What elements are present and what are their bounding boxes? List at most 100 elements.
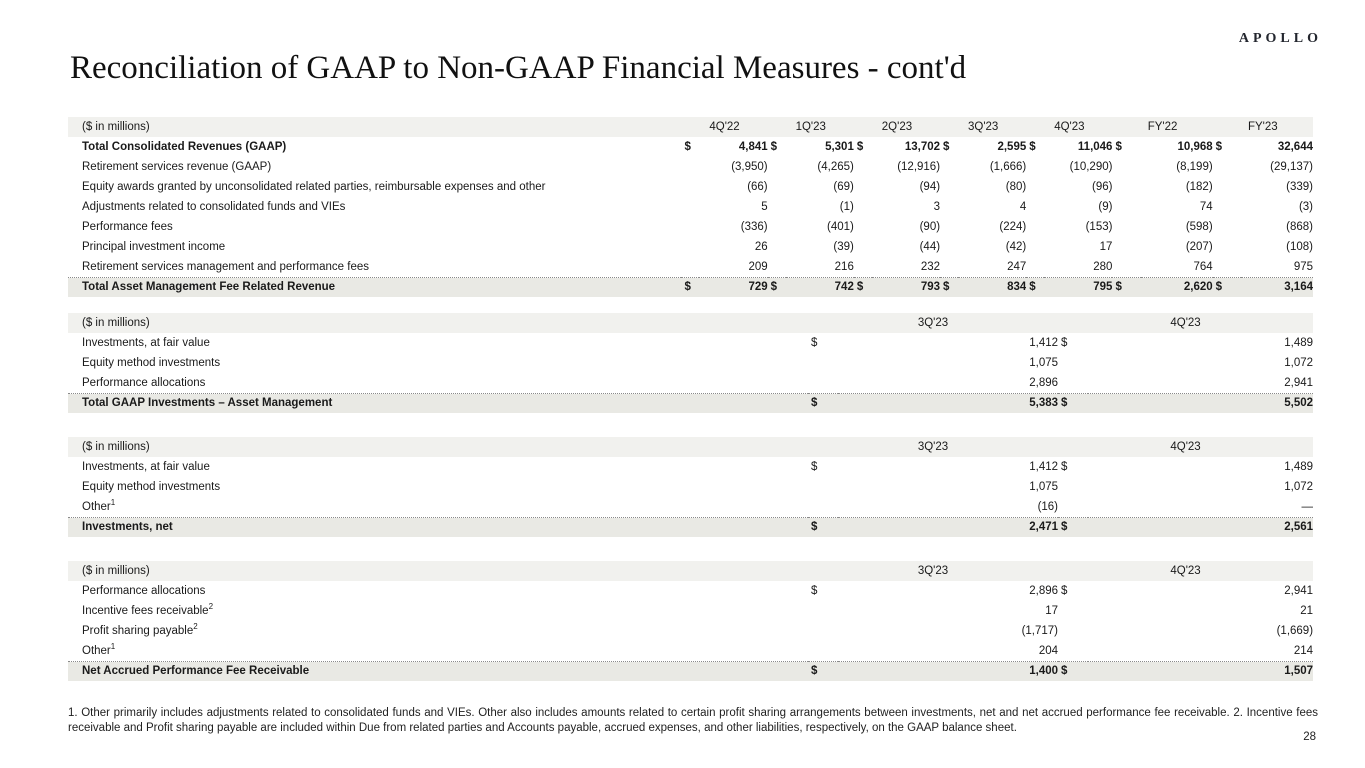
apollo-logo: APOLLO bbox=[1238, 31, 1322, 46]
value-cell: 1,489 bbox=[1284, 461, 1314, 473]
dollar-sign-cell bbox=[681, 177, 699, 197]
dollar-sign-cell bbox=[854, 217, 872, 237]
value-cell: 5,301 bbox=[825, 141, 854, 153]
table-row: Performance fees (336) (401) (90) (224) (153)… bbox=[68, 217, 1313, 237]
value-cell: 1,507 bbox=[1088, 660, 1314, 681]
row-label: Net Accrued Performance Fee Receivable bbox=[68, 660, 808, 681]
table-header-row: ($ in millions) 3Q'23 4Q'23 bbox=[68, 437, 1314, 457]
row-label: Equity awards granted by unconsolidated … bbox=[82, 181, 546, 193]
value-cell: 32,644 bbox=[1277, 141, 1313, 153]
value-cell: 2,561 bbox=[1088, 516, 1314, 537]
value-cell: 742 bbox=[785, 276, 854, 297]
value-cell: 1,075 bbox=[1029, 357, 1059, 369]
value-cell: (1) bbox=[839, 201, 854, 213]
dollar-sign-cell: $ bbox=[943, 141, 950, 153]
dollar-sign-cell: $ bbox=[811, 461, 818, 473]
dollar-sign-cell bbox=[940, 177, 958, 197]
value-cell: 1,072 bbox=[1284, 481, 1314, 493]
row-label: Performance allocations bbox=[82, 585, 206, 597]
table-row: Profit sharing payable2 (1,717) (1,669) bbox=[68, 621, 1313, 641]
page-number: 28 bbox=[1303, 731, 1316, 743]
dollar-sign-cell bbox=[808, 601, 838, 621]
value-cell: (44) bbox=[919, 241, 941, 253]
dollar-sign-cell: $ bbox=[811, 337, 818, 349]
value-cell: 2,595 bbox=[997, 141, 1027, 153]
dollar-sign-cell bbox=[1112, 257, 1140, 277]
dollar-sign-cell bbox=[768, 257, 786, 277]
value-cell: (3,950) bbox=[731, 161, 768, 173]
total-row: Investments, net $2,471 $2,561 bbox=[68, 516, 1314, 537]
period-column-header: 3Q'23 bbox=[808, 437, 1059, 457]
row-label: Equity method investments bbox=[82, 481, 221, 493]
value-cell: (207) bbox=[1185, 241, 1213, 253]
value-cell: (336) bbox=[740, 221, 768, 233]
row-label: Other1 bbox=[82, 497, 116, 513]
value-cell: 26 bbox=[754, 241, 768, 253]
dollar-sign-cell bbox=[768, 217, 786, 237]
dollar-sign-cell bbox=[940, 217, 958, 237]
period-column-header: 2Q'23 bbox=[853, 117, 941, 137]
dollar-sign-cell bbox=[768, 197, 786, 217]
table-header-row: ($ in millions) 3Q'23 4Q'23 bbox=[68, 561, 1314, 581]
value-cell: (29,137) bbox=[1270, 161, 1313, 173]
row-label: Principal investment income bbox=[82, 241, 226, 253]
value-cell: 729 bbox=[699, 276, 768, 297]
dollar-sign-cell: $ bbox=[808, 392, 838, 413]
value-cell: 214 bbox=[1293, 644, 1314, 657]
unit-label: ($ in millions) bbox=[68, 313, 808, 333]
dollar-sign-cell bbox=[808, 641, 838, 661]
dollar-sign-cell: $ bbox=[770, 141, 778, 153]
dollar-sign-cell: $ bbox=[1058, 660, 1089, 681]
value-cell: 17 bbox=[1045, 605, 1059, 617]
value-cell: (4,265) bbox=[817, 161, 854, 173]
dollar-sign-cell bbox=[1213, 237, 1241, 257]
dollar-sign-cell bbox=[1058, 621, 1088, 641]
period-column-header: 4Q'23 bbox=[1058, 437, 1314, 457]
row-label: Adjustments related to consolidated fund… bbox=[82, 201, 346, 213]
value-cell: (182) bbox=[1185, 181, 1213, 193]
table-row: Equity awards granted by unconsolidated … bbox=[68, 177, 1313, 197]
value-cell: 209 bbox=[748, 260, 768, 273]
value-cell: 2,896 bbox=[1029, 585, 1059, 597]
dollar-sign-cell: $ bbox=[853, 276, 872, 297]
unit-label: ($ in millions) bbox=[68, 561, 808, 581]
value-cell: 1,412 bbox=[1029, 461, 1059, 473]
row-label: Incentive fees receivable2 bbox=[82, 602, 214, 617]
value-cell: (69) bbox=[833, 181, 854, 193]
dollar-sign-cell: $ bbox=[808, 516, 838, 537]
row-label: Retirement services revenue (GAAP) bbox=[82, 161, 272, 173]
dollar-sign-cell bbox=[1026, 157, 1044, 177]
dollar-sign-cell bbox=[768, 157, 786, 177]
value-cell: (39) bbox=[833, 241, 854, 253]
value-cell: (9) bbox=[1098, 201, 1113, 213]
table-row: Incentive fees receivable2 17 21 bbox=[68, 601, 1313, 621]
page-title: Reconciliation of GAAP to Non-GAAP Finan… bbox=[70, 50, 967, 86]
dollar-sign-cell bbox=[854, 237, 872, 257]
dollar-sign-cell bbox=[940, 197, 958, 217]
value-cell: (42) bbox=[1005, 241, 1027, 253]
dollar-sign-cell bbox=[1112, 217, 1140, 237]
value-cell: 1,489 bbox=[1284, 337, 1314, 349]
value-cell: (8,199) bbox=[1176, 161, 1213, 173]
unit-label: ($ in millions) bbox=[68, 437, 808, 457]
dollar-sign-cell: $ bbox=[1058, 516, 1089, 537]
value-cell: 834 bbox=[958, 276, 1027, 297]
table-row: Retirement services revenue (GAAP) (3,950… bbox=[68, 157, 1313, 177]
dollar-sign-cell bbox=[854, 197, 872, 217]
dollar-sign-cell bbox=[1058, 641, 1088, 661]
dollar-sign-cell bbox=[808, 477, 838, 497]
tables-container: ($ in millions) 4Q'22 1Q'23 2Q'23 3Q'23 4Q'23… bbox=[68, 117, 1314, 681]
dollar-sign-cell: $ bbox=[684, 141, 691, 153]
total-row: Total GAAP Investments – Asset Managemen… bbox=[68, 392, 1314, 413]
value-cell: (80) bbox=[1005, 181, 1027, 193]
dollar-sign-cell bbox=[808, 373, 838, 393]
dollar-sign-cell: $ bbox=[1115, 141, 1122, 153]
dollar-sign-cell bbox=[681, 257, 699, 277]
dollar-sign-cell bbox=[854, 157, 872, 177]
value-cell: (3) bbox=[1298, 201, 1313, 213]
value-cell: 216 bbox=[834, 260, 854, 273]
value-cell: 2,941 bbox=[1284, 585, 1314, 597]
dollar-sign-cell: $ bbox=[1212, 276, 1241, 297]
dollar-sign-cell: $ bbox=[811, 585, 818, 597]
dollar-sign-cell: $ bbox=[1058, 392, 1089, 413]
